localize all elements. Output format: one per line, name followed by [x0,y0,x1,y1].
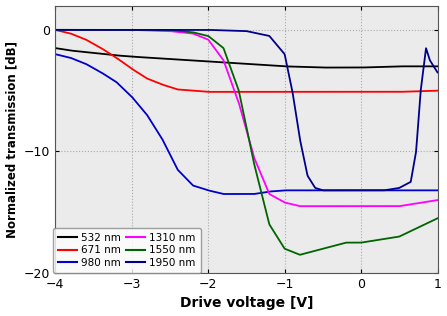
Y-axis label: Normalized transmission [dB]: Normalized transmission [dB] [5,41,19,238]
Legend: 532 nm, 671 nm, 980 nm, 1310 nm, 1550 nm, 1950 nm: 532 nm, 671 nm, 980 nm, 1310 nm, 1550 nm… [53,228,201,273]
X-axis label: Drive voltage [V]: Drive voltage [V] [180,296,313,310]
